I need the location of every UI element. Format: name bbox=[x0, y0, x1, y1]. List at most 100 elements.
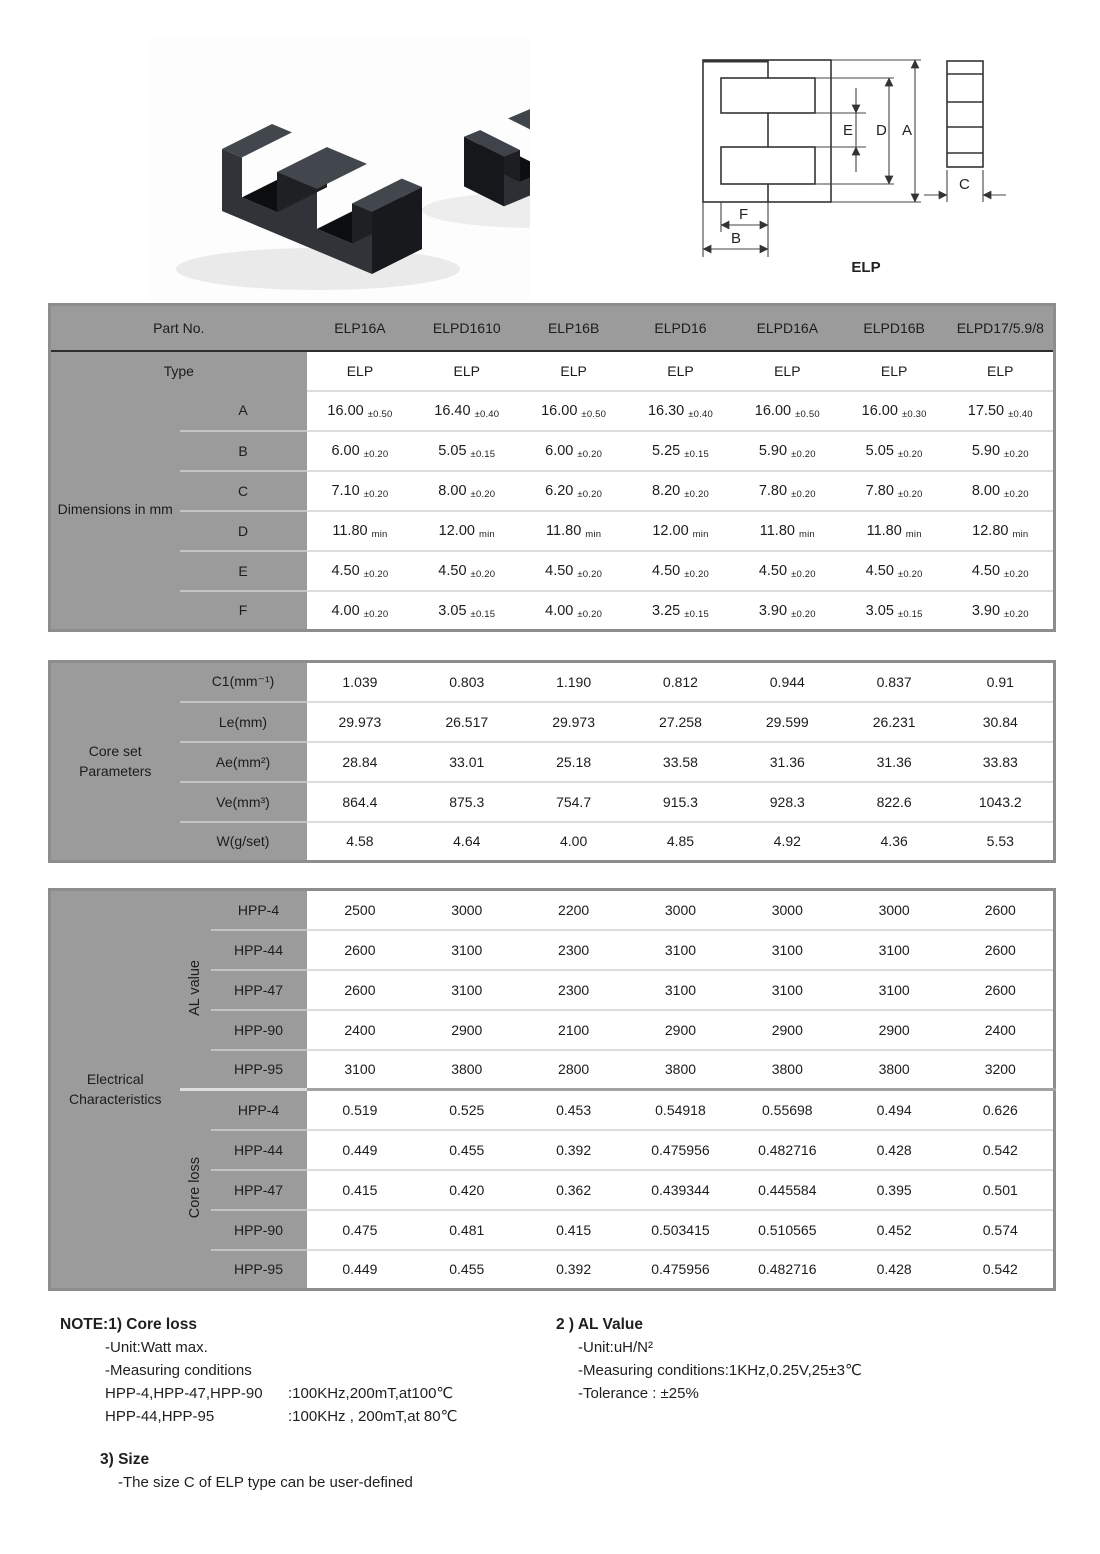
electrical-value: 0.449 bbox=[306, 1128, 414, 1170]
type-value: ELP bbox=[306, 350, 414, 391]
material-label: HPP-95 bbox=[210, 1048, 307, 1090]
electrical-value: 0.54918 bbox=[627, 1088, 734, 1130]
dimension-row: Dimensions in mm A 16.00 ±0.50 16.40 ±0.40 16.… bbox=[49, 389, 1055, 631]
electrical-value: 0.475956 bbox=[627, 1248, 734, 1290]
material-label: HPP-44 bbox=[210, 1128, 307, 1170]
header-graphics: E D A F B C ELP bbox=[0, 0, 1100, 303]
condition-materials: HPP-44,HPP-95 bbox=[105, 1408, 215, 1425]
type-value: ELP bbox=[413, 350, 521, 391]
part-number: ELPD1610 bbox=[413, 304, 521, 352]
material-label: HPP-47 bbox=[210, 968, 307, 1010]
note1-condition: HPP-44,HPP-95 :100KHz , 200mT,at 80℃ bbox=[105, 1405, 508, 1428]
core-param-value: 0.944 bbox=[733, 661, 841, 702]
electrical-row: Electrical Characteristics AL value HPP-4 2… bbox=[49, 889, 1055, 1290]
core-param-value: 4.64 bbox=[413, 820, 521, 862]
electrical-value: 0.395 bbox=[840, 1168, 948, 1210]
electrical-value: 0.503415 bbox=[627, 1208, 734, 1250]
core-param-label: Le(mm) bbox=[179, 700, 307, 742]
electrical-value: 3800 bbox=[840, 1048, 948, 1090]
electrical-value: 0.475956 bbox=[627, 1128, 734, 1170]
dim-value-cell: 11.80 min bbox=[840, 509, 948, 551]
electrical-value: 0.415 bbox=[520, 1208, 628, 1250]
electrical-value: 3100 bbox=[413, 968, 521, 1010]
core-param-row: Ae(mm²) 28.84 33.01 25.18 33.58 31.36 31.36 33.… bbox=[50, 740, 1055, 782]
dim-value-cell: 5.25 ±0.15 bbox=[627, 429, 734, 471]
core-param-value: 27.258 bbox=[627, 700, 734, 742]
electrical-value: 2900 bbox=[627, 1008, 734, 1050]
dim-value-cell: 11.80 min bbox=[520, 509, 628, 551]
dim-value-cell: 16.30 ±0.40 bbox=[627, 389, 734, 431]
part-no-label: Part No. bbox=[49, 304, 307, 352]
type-row: Type ELP ELP ELP ELP ELP ELP ELP bbox=[49, 350, 1055, 391]
note-size: 3) Size -The size C of ELP type can be u… bbox=[100, 1448, 508, 1494]
material-label: HPP-47 bbox=[210, 1168, 307, 1210]
dimension-drawing: E D A F B C ELP bbox=[702, 59, 1006, 276]
note2-line: -Tolerance : ±25% bbox=[578, 1385, 699, 1402]
electrical-value: 2400 bbox=[306, 1008, 414, 1050]
electrical-value: 0.455 bbox=[413, 1128, 521, 1170]
core-param-value: 31.36 bbox=[733, 740, 841, 782]
electrical-value: 0.420 bbox=[413, 1168, 521, 1210]
core-param-label: C1(mm⁻¹) bbox=[179, 661, 307, 702]
electrical-value: 2300 bbox=[520, 928, 628, 970]
core-param-value: 33.83 bbox=[947, 740, 1055, 782]
dim-value-cell: 11.80 min bbox=[733, 509, 841, 551]
core-param-value: 4.58 bbox=[306, 820, 414, 862]
dim-value-cell: 12.00 min bbox=[627, 509, 734, 551]
electrical-value: 0.542 bbox=[947, 1128, 1055, 1170]
dim-value-cell: 3.05 ±0.15 bbox=[413, 589, 521, 631]
dim-value-cell: 16.00 ±0.30 bbox=[840, 389, 948, 431]
electrical-value: 3100 bbox=[627, 968, 734, 1010]
material-label: HPP-90 bbox=[210, 1208, 307, 1250]
electrical-value: 2600 bbox=[947, 968, 1055, 1010]
electrical-row: HPP-44 0.449 0.455 0.392 0.475956 0.482716 0.4… bbox=[50, 1128, 1055, 1170]
core-param-value: 31.36 bbox=[840, 740, 948, 782]
dim-value-cell: 4.50 ±0.20 bbox=[413, 549, 521, 591]
core-param-row: Ve(mm³) 864.4 875.3 754.7 915.3 928.3 822.6 104… bbox=[50, 780, 1055, 822]
condition-value: :100KHz , 200mT,at 80℃ bbox=[288, 1408, 458, 1425]
electrical-value: 0.415 bbox=[306, 1168, 414, 1210]
dim-value-cell: 8.20 ±0.20 bbox=[627, 469, 734, 511]
part-number: ELPD17/5.9/8 bbox=[947, 304, 1055, 352]
core-param-label: Ae(mm²) bbox=[179, 740, 307, 782]
dimension-letter: F bbox=[179, 589, 307, 631]
core-param-value: 0.91 bbox=[947, 661, 1055, 702]
electrical-value: 3000 bbox=[627, 889, 734, 930]
core-param-row: Core set Parameters C1(mm⁻¹) 1.039 0.803 1.1… bbox=[49, 661, 1055, 862]
electrical-value: 0.510565 bbox=[733, 1208, 841, 1250]
core-param-value: 1043.2 bbox=[947, 780, 1055, 822]
type-value: ELP bbox=[840, 350, 948, 391]
electrical-value: 0.362 bbox=[520, 1168, 628, 1210]
side-view bbox=[946, 60, 984, 168]
electrical-value: 2100 bbox=[520, 1008, 628, 1050]
dimension-row: B 6.00 ±0.20 5.05 ±0.15 6.00 ±0.20 5.25 ±0.15 5.9… bbox=[50, 429, 1055, 471]
dim-value-cell: 4.50 ±0.20 bbox=[306, 549, 414, 591]
electrical-value: 0.449 bbox=[306, 1248, 414, 1290]
electrical-group-label: Electrical Characteristics bbox=[49, 889, 180, 1290]
electrical-table: Electrical Characteristics AL value HPP-4 2… bbox=[48, 888, 1056, 1291]
electrical-value: 0.475 bbox=[306, 1208, 414, 1250]
dim-value-cell: 11.80 min bbox=[306, 509, 414, 551]
core-param-label: W(g/set) bbox=[179, 820, 307, 862]
dim-value-cell: 6.20 ±0.20 bbox=[520, 469, 628, 511]
electrical-value: 3200 bbox=[947, 1048, 1055, 1090]
core-param-value: 4.00 bbox=[520, 820, 628, 862]
core-param-value: 29.599 bbox=[733, 700, 841, 742]
electrical-value: 3000 bbox=[413, 889, 521, 930]
electrical-value: 3000 bbox=[733, 889, 841, 930]
core-param-value: 864.4 bbox=[306, 780, 414, 822]
electrical-value: 2600 bbox=[947, 889, 1055, 930]
part-number: ELPD16 bbox=[627, 304, 734, 352]
electrical-value: 3800 bbox=[627, 1048, 734, 1090]
side-view-dims bbox=[924, 170, 1006, 202]
type-value: ELP bbox=[947, 350, 1055, 391]
drawing-label-b: B bbox=[731, 230, 741, 247]
dim-value-cell: 4.50 ±0.20 bbox=[947, 549, 1055, 591]
electrical-value: 0.525 bbox=[413, 1088, 521, 1130]
electrical-value: 0.453 bbox=[520, 1088, 628, 1130]
dim-value-cell: 16.40 ±0.40 bbox=[413, 389, 521, 431]
dimension-letter: A bbox=[179, 390, 307, 431]
electrical-value: 2300 bbox=[520, 968, 628, 1010]
dim-value-cell: 6.00 ±0.20 bbox=[306, 429, 414, 471]
